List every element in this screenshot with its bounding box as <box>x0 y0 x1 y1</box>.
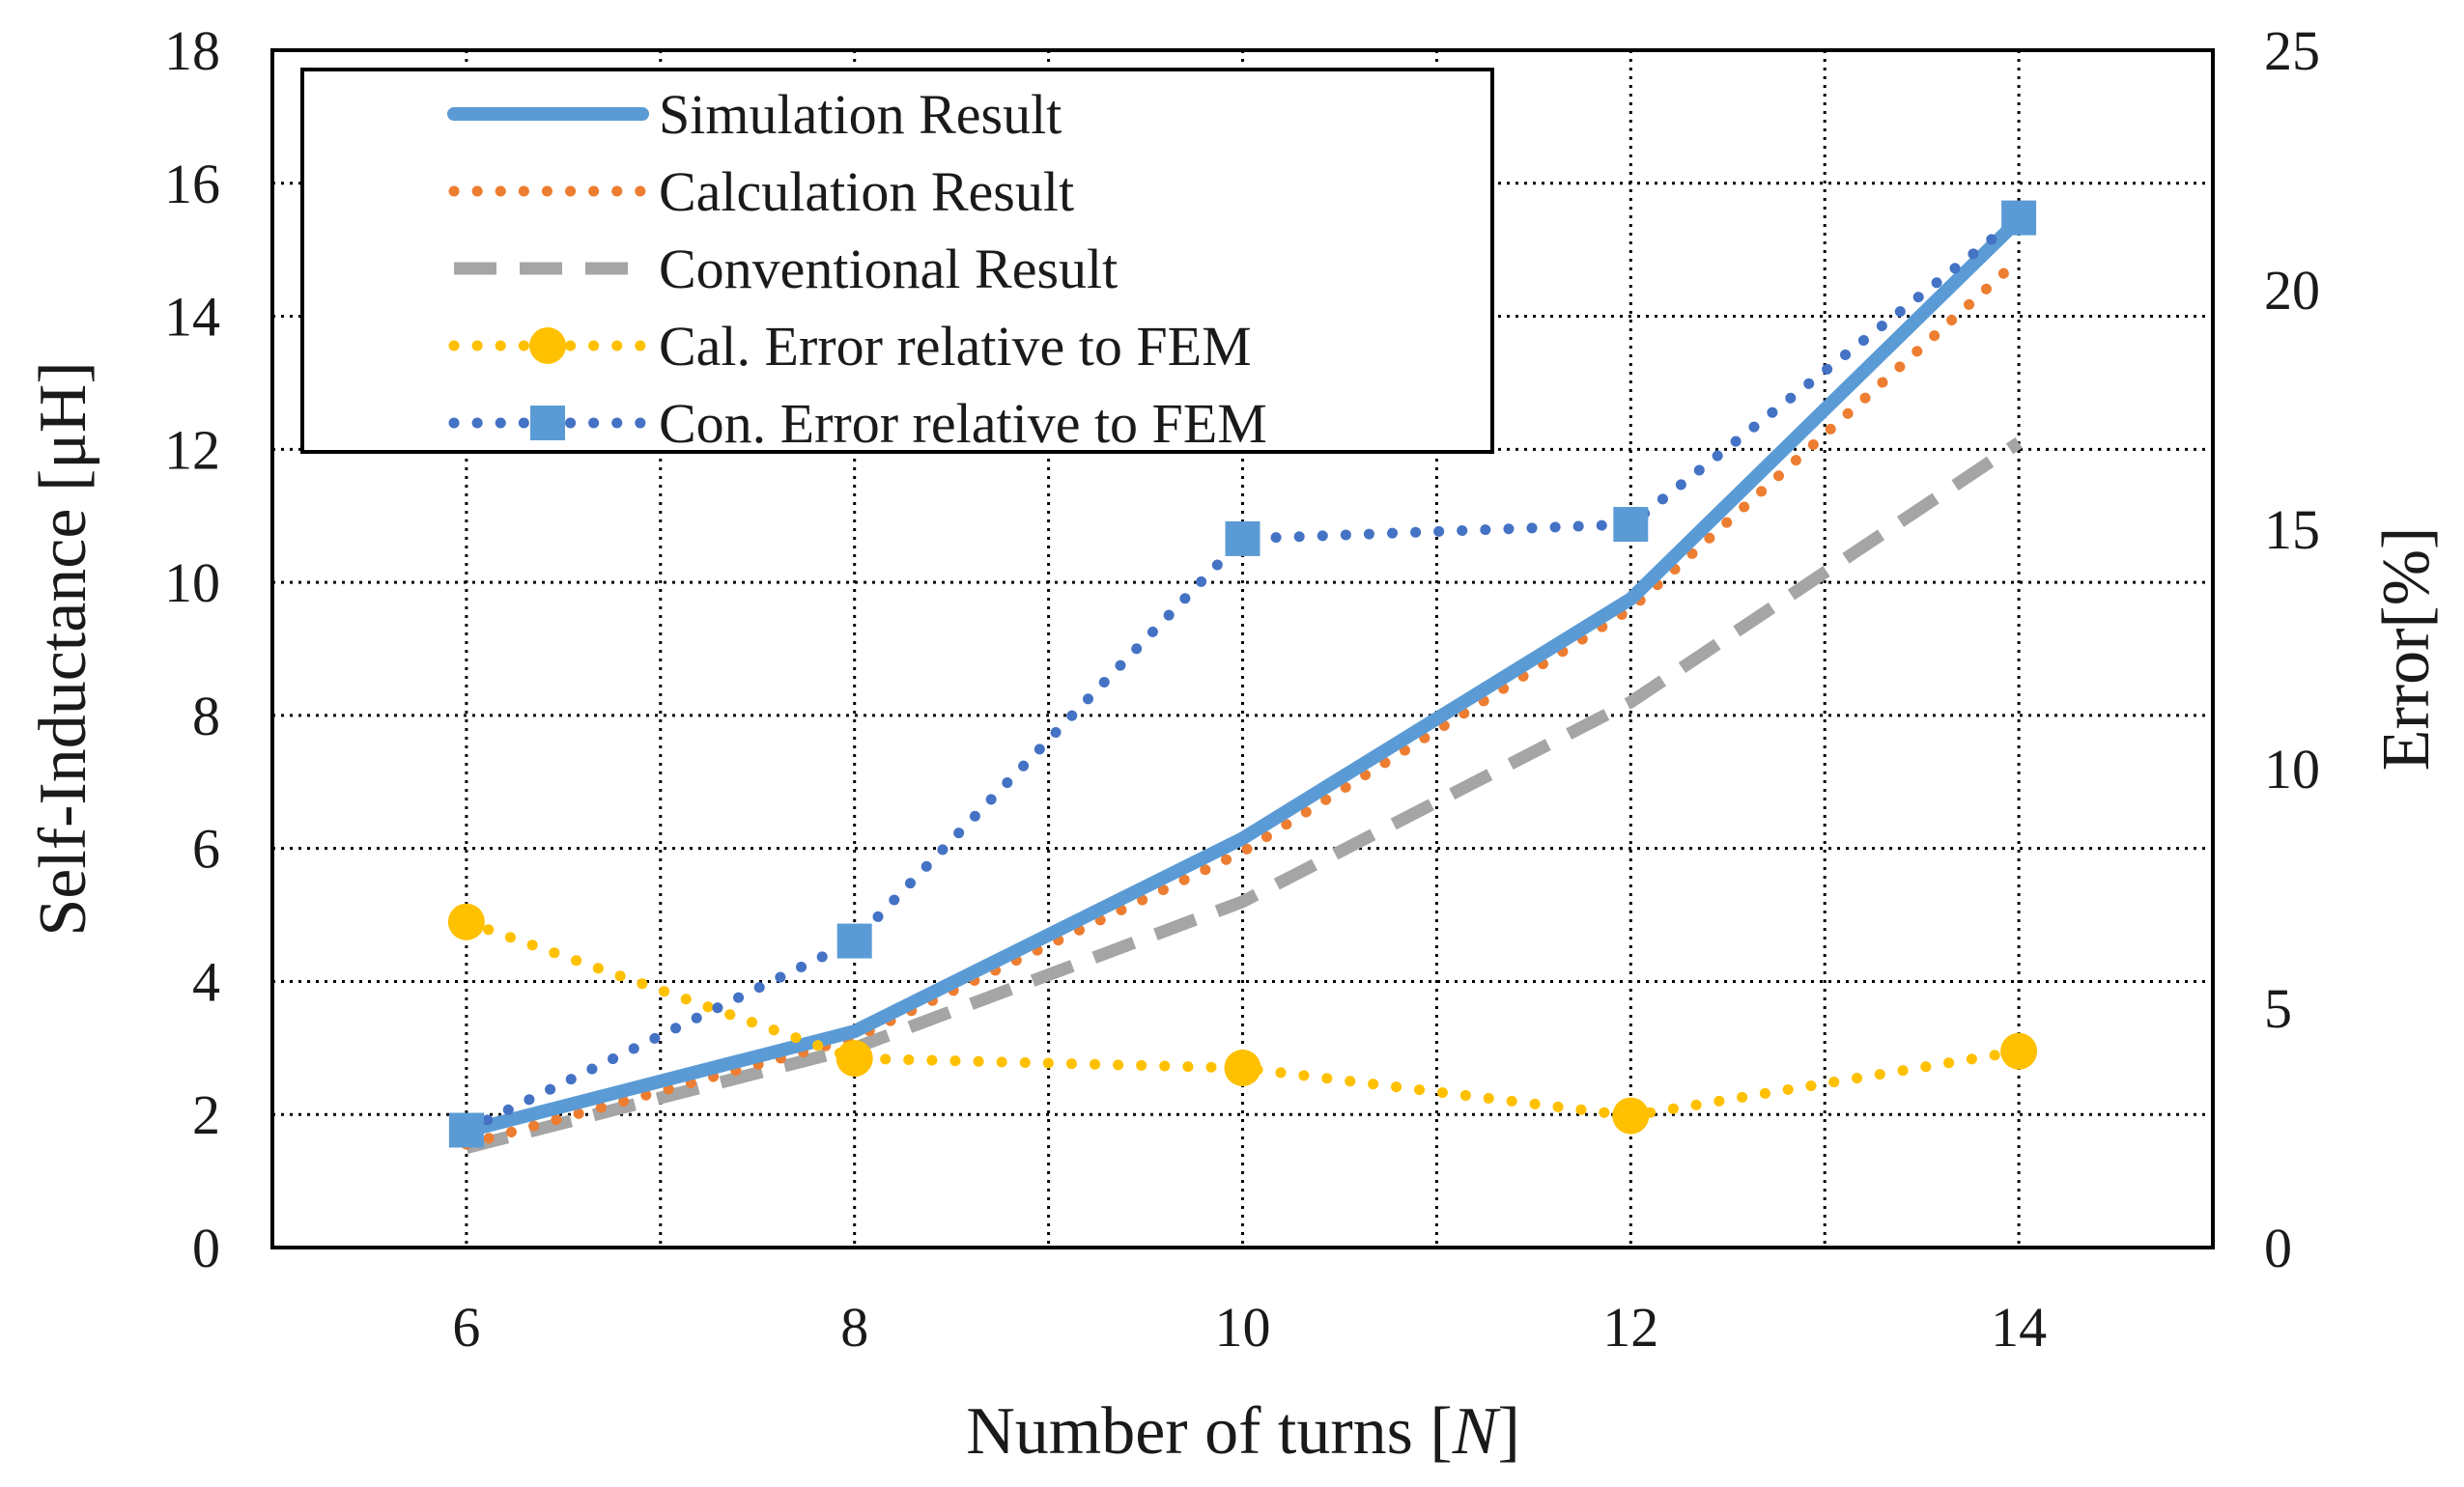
series-0 <box>459 212 2026 1138</box>
series-group <box>447 200 2038 1154</box>
y-tick-label: 18 <box>164 19 220 82</box>
data-point-marker <box>1224 1050 1261 1086</box>
legend-label: Calculation Result <box>659 160 1074 223</box>
series-3 <box>447 903 2038 1135</box>
x-axis-title-variable: N <box>1452 1394 1501 1469</box>
plot-area-frame <box>270 48 2215 1249</box>
series-line <box>465 437 2023 1154</box>
x-tick-label: 8 <box>840 1296 868 1359</box>
tick-labels: 0 2 4 6 8 10 12 14 16 18 6 8 10 12 14 0 5 10 15 20 25 <box>164 19 2320 1359</box>
data-point-marker <box>2000 1032 2038 1070</box>
data-point-marker <box>836 923 872 959</box>
y-tick-label: 8 <box>192 685 220 747</box>
y-tick-label: 12 <box>164 418 220 481</box>
data-point-marker <box>1612 1097 1650 1135</box>
legend-label: Con. Error relative to FEM <box>659 392 1267 455</box>
legend-entry: Con. Error relative to FEM <box>448 392 1267 455</box>
legend-label: Cal. Error relative to FEM <box>659 315 1252 378</box>
x-tick-label: 6 <box>452 1296 480 1359</box>
y-tick-label: 10 <box>164 551 220 614</box>
y-tick-label: 0 <box>192 1217 220 1279</box>
y2-axis-title: Error[%] <box>2369 527 2444 772</box>
x-axis-title: Number of turns [N] <box>966 1394 1520 1469</box>
legend-box <box>300 68 1494 454</box>
y-tick-label: 4 <box>192 950 220 1013</box>
legend-entry: Conventional Result <box>454 238 1118 300</box>
y2-tick-label: 15 <box>2264 498 2320 561</box>
legend-marker <box>530 406 565 440</box>
legend-label: Conventional Result <box>659 238 1118 300</box>
data-point-marker <box>448 1112 484 1148</box>
legend-entry: Cal. Error relative to FEM <box>448 315 1252 378</box>
y2-tick-label: 10 <box>2264 738 2320 800</box>
legend-label: Simulation Result <box>659 83 1062 146</box>
x-axis-title-end: ] <box>1497 1394 1519 1469</box>
series-line <box>461 916 2025 1122</box>
y-tick-label: 16 <box>164 153 220 215</box>
legend-marker <box>529 327 566 364</box>
legend-entry: Simulation Result <box>447 83 1062 146</box>
x-tick-label: 14 <box>1991 1296 2047 1359</box>
x-axis-title-main: Number of turns [ <box>966 1394 1453 1469</box>
y2-tick-label: 5 <box>2264 977 2292 1040</box>
y-tick-label: 6 <box>192 818 220 881</box>
data-point-marker <box>835 1040 873 1078</box>
x-tick-label: 10 <box>1215 1296 1271 1359</box>
y2-tick-label: 25 <box>2264 19 2320 82</box>
legend: Simulation Result Calculation Result Conve… <box>300 68 1494 455</box>
series-1 <box>461 254 2025 1150</box>
y2-tick-label: 20 <box>2264 259 2320 322</box>
data-point-marker <box>1613 507 1649 543</box>
y2-tick-label: 0 <box>2264 1217 2292 1279</box>
y-tick-label: 2 <box>192 1083 220 1146</box>
y-tick-label: 14 <box>164 286 220 349</box>
series-line <box>459 212 2026 1138</box>
series-4 <box>448 200 2037 1148</box>
series-line <box>461 254 2025 1150</box>
x-tick-label: 12 <box>1602 1296 1658 1359</box>
legend-entry: Calculation Result <box>448 160 1074 223</box>
data-point-marker <box>447 903 485 940</box>
data-point-marker <box>2001 200 2037 236</box>
y-axis-title: Self-Inductance [μH] <box>26 361 100 936</box>
data-point-marker <box>1225 520 1260 556</box>
series-2 <box>465 437 2023 1154</box>
